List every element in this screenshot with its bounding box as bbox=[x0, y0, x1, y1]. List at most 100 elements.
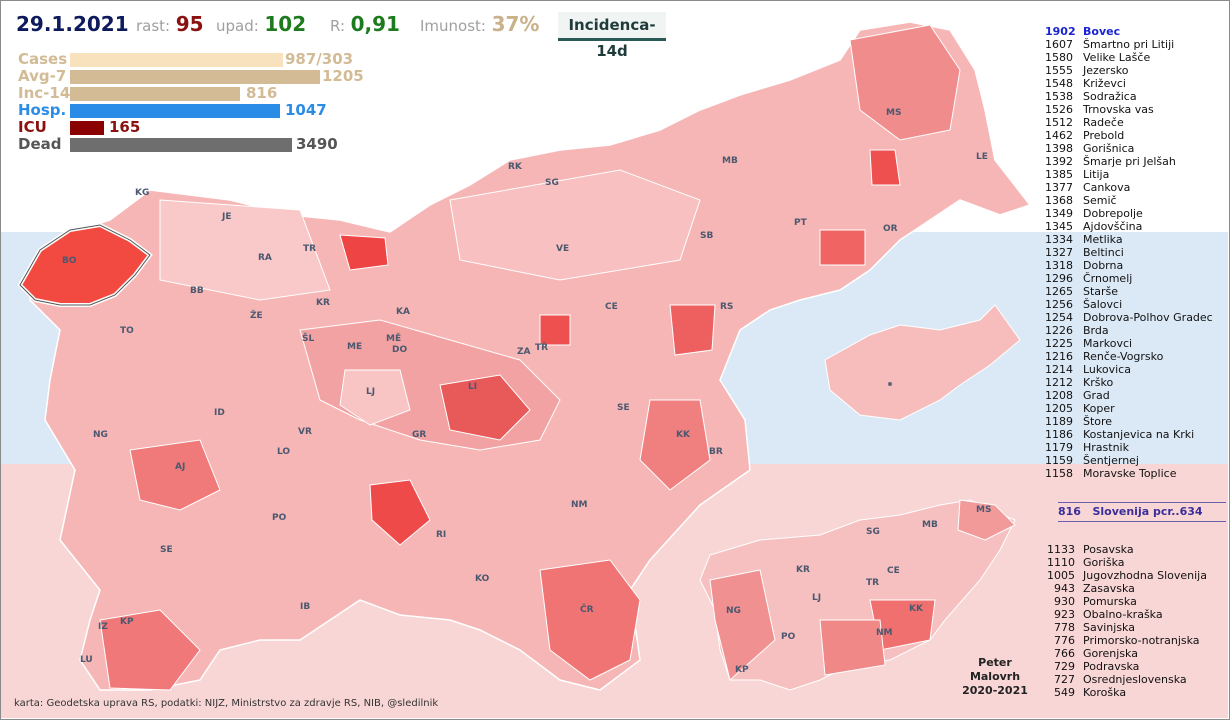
region-inset-outline bbox=[699, 499, 1016, 691]
rast-group: rast: 95 bbox=[136, 12, 204, 40]
ranking-municipality: Šmarje pri Jelšah bbox=[1083, 155, 1176, 168]
inset-map-label: TR bbox=[866, 578, 880, 588]
ranking-row: 1385 Litija bbox=[1045, 168, 1109, 181]
ranking-row: 1548 Križevci bbox=[1045, 77, 1126, 90]
ranking-municipality: Jezersko bbox=[1083, 64, 1129, 77]
map-zone-koper bbox=[99, 609, 201, 691]
region-value: 729 bbox=[1054, 660, 1075, 673]
stat-value-cases: 987/303 bbox=[285, 50, 354, 68]
ranking-row: 1392 Šmarje pri Jelšah bbox=[1045, 155, 1176, 168]
ranking-municipality: Dobrepolje bbox=[1083, 207, 1143, 220]
incidence-mode-button[interactable]: Incidenca-14d bbox=[558, 12, 666, 60]
map-zone-cankova bbox=[869, 149, 901, 186]
inset-map-label: KP bbox=[735, 665, 749, 675]
ranking-value: 1368 bbox=[1045, 194, 1073, 207]
map-label: RA bbox=[258, 253, 272, 263]
region-row: 1133 Posavska bbox=[1045, 543, 1134, 556]
ranking-municipality: Trnovska vas bbox=[1083, 103, 1154, 116]
ranking-value: 1462 bbox=[1045, 129, 1073, 142]
map-zone-litija bbox=[439, 374, 531, 441]
region-inset-pomurska bbox=[957, 499, 1016, 541]
ranking-municipality: Grad bbox=[1083, 389, 1110, 402]
region-row: 930 Pomurska bbox=[1045, 595, 1137, 608]
map-label: KP bbox=[120, 617, 134, 627]
ranking-row: 1538 Sodražica bbox=[1045, 90, 1137, 103]
stat-label-icu: ICU bbox=[18, 118, 47, 136]
ranking-row: 1256 Šalovci bbox=[1045, 298, 1122, 311]
ranking-row: 1158 Moravske Toplice bbox=[1045, 467, 1176, 480]
ranking-municipality: Semič bbox=[1083, 194, 1117, 207]
stat-label-inc14: Inc-14 bbox=[18, 84, 71, 102]
stat-bar-dead bbox=[70, 138, 292, 152]
map-label: RS bbox=[720, 302, 734, 312]
map-label: VR bbox=[298, 427, 312, 437]
map-zone-krsko bbox=[639, 399, 711, 491]
ranking-municipality: Sodražica bbox=[1083, 90, 1137, 103]
map-label: LI bbox=[468, 382, 478, 392]
ranking-municipality: Krško bbox=[1083, 376, 1114, 389]
region-row: 778 Savinjska bbox=[1045, 621, 1135, 634]
map-label: BR bbox=[709, 447, 723, 457]
ranking-value: 1548 bbox=[1045, 77, 1073, 90]
inset-map-label: NG bbox=[726, 606, 741, 616]
ranking-municipality: Črnomelj bbox=[1083, 272, 1133, 285]
map-label: KO bbox=[475, 574, 490, 584]
date-label: 29.1.2021 bbox=[16, 12, 129, 36]
region-name: Obalno-kraška bbox=[1083, 608, 1163, 621]
ranking-value: 1555 bbox=[1045, 64, 1073, 77]
ranking-value: 1214 bbox=[1045, 363, 1073, 376]
region-name: Osrednjeslovenska bbox=[1083, 673, 1187, 686]
author: Peter Malovrh 2020-2021 bbox=[955, 656, 1035, 698]
map-zone-ljubljana bbox=[339, 369, 411, 426]
ranking-row: 1179 Hrastnik bbox=[1045, 441, 1129, 454]
map-label: DO bbox=[392, 345, 408, 355]
region-value: 778 bbox=[1054, 621, 1075, 634]
ranking-value: 1254 bbox=[1045, 311, 1073, 324]
inset-map-label: KK bbox=[909, 604, 923, 614]
ranking-value: 1526 bbox=[1045, 103, 1073, 116]
region-inset-goriska bbox=[709, 569, 776, 681]
map-label: LE bbox=[976, 152, 988, 162]
map-zone-celje bbox=[539, 314, 571, 346]
r-group: R: 0,91 bbox=[330, 12, 400, 40]
region-row: 943 Zasavska bbox=[1045, 582, 1135, 595]
map-label: JE bbox=[222, 212, 232, 222]
map-label: NM bbox=[571, 500, 588, 510]
region-name: Posavska bbox=[1083, 543, 1134, 556]
ranking-value: 1189 bbox=[1045, 415, 1073, 428]
ranking-value: 1607 bbox=[1045, 38, 1073, 51]
stat-label-cases: Cases bbox=[18, 50, 68, 68]
ranking-municipality: Cankova bbox=[1083, 181, 1131, 194]
r-label: R: bbox=[330, 17, 346, 35]
ranking-municipality: Šentjernej bbox=[1083, 454, 1139, 467]
ranking-municipality: Markovci bbox=[1083, 337, 1133, 350]
map-label: RK bbox=[508, 162, 522, 172]
ranking-row: 1212 Krško bbox=[1045, 376, 1113, 389]
map-label: ŽE bbox=[250, 311, 263, 321]
ranking-municipality: Renče-Vogrsko bbox=[1083, 350, 1164, 363]
stat-bar-icu bbox=[70, 121, 104, 135]
ranking-row: 1368 Semič bbox=[1045, 194, 1117, 207]
region-value: 727 bbox=[1054, 673, 1075, 686]
ranking-value: 1512 bbox=[1045, 116, 1073, 129]
inset-map-label: KR bbox=[796, 565, 810, 575]
map-label: ZA bbox=[517, 347, 531, 357]
ranking-row: 1580 Velike Lašče bbox=[1045, 51, 1150, 64]
ranking-row: 1607 Šmartno pri Litiji bbox=[1045, 38, 1174, 51]
map-label: TO bbox=[120, 326, 134, 336]
ranking-value: 1225 bbox=[1045, 337, 1073, 350]
map-label: BO bbox=[62, 256, 77, 266]
ranking-row: 1512 Radeče bbox=[1045, 116, 1124, 129]
region-name: Zasavska bbox=[1083, 582, 1135, 595]
ranking-municipality: Metlika bbox=[1083, 233, 1123, 246]
inset-map-label: LJ bbox=[812, 593, 822, 603]
map-label: LJ bbox=[366, 387, 376, 397]
upad-group: upad: 102 bbox=[216, 12, 306, 40]
map-label: MB bbox=[722, 156, 738, 166]
map-label: KK bbox=[676, 430, 690, 440]
stat-label-avg7: Avg-7 bbox=[18, 67, 67, 85]
ranking-value: 1158 bbox=[1045, 467, 1073, 480]
ranking-value: 1186 bbox=[1045, 428, 1073, 441]
region-value: 943 bbox=[1054, 582, 1075, 595]
ranking-value: 1345 bbox=[1045, 220, 1073, 233]
